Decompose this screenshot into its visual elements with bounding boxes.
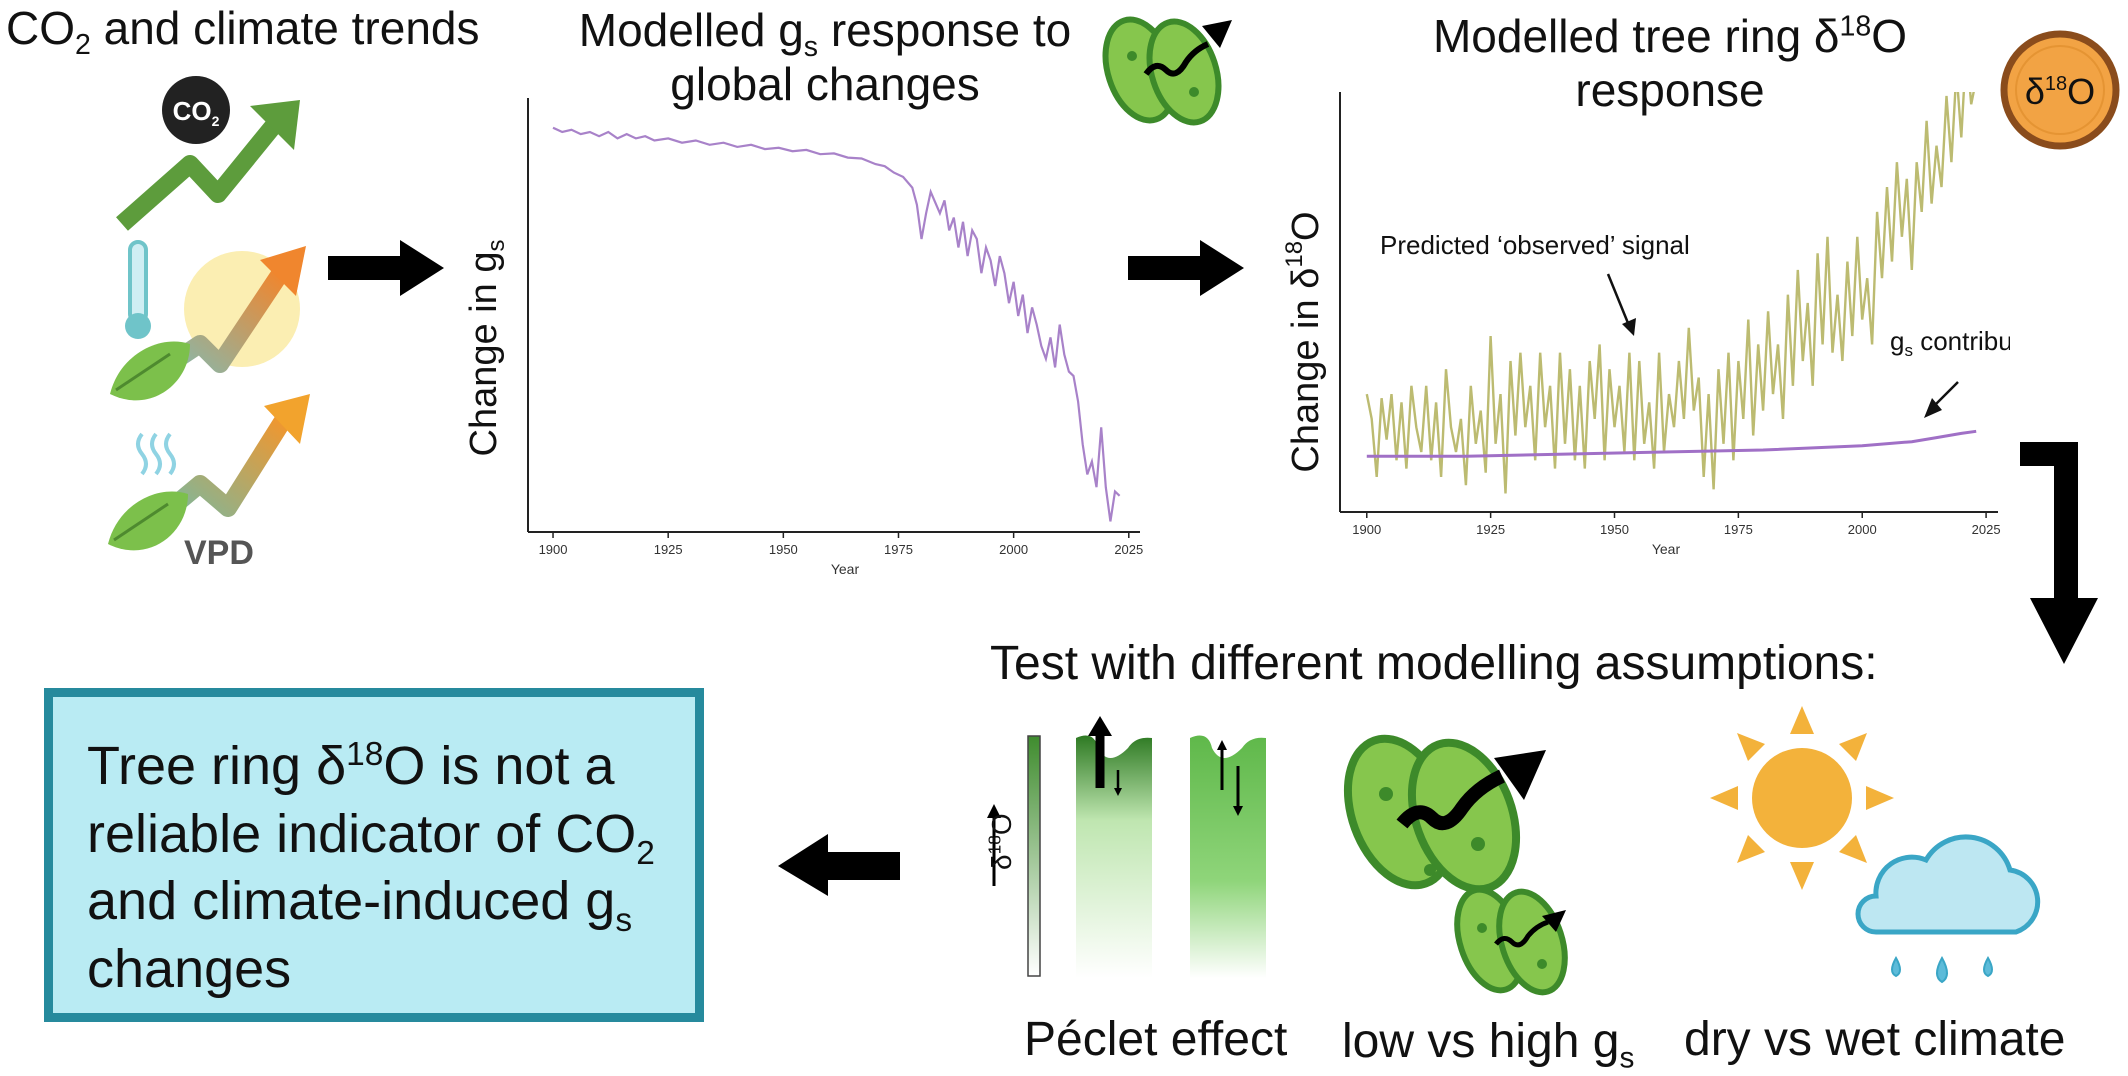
climate-label: dry vs wet climate [1684, 1013, 2066, 1066]
gs-chart-tick-label: 1925 [654, 542, 683, 557]
vpd-trend-icon: VPD [108, 394, 310, 572]
gs-chart-tick-label: 1900 [539, 542, 568, 557]
predicted-signal-annotation: Predicted ‘observed’ signal [1380, 230, 1690, 260]
gs-chart-xlabel: Year [831, 561, 860, 577]
peclet-label: Péclet effect [1024, 1013, 1288, 1066]
panel3-title: Modelled tree ring δ18O response [1432, 10, 1908, 116]
isotope-gradient-bar [1027, 735, 1041, 977]
svg-text:δ18O: δ18O [2025, 71, 2095, 112]
conclusion-line-3: and climate-induced gs [87, 871, 633, 939]
gs-contributions-annotation: gs contributions [1890, 326, 2010, 360]
tree-ring-icon: δ18O [2000, 30, 2120, 150]
peclet-axis-label: δ18O [984, 813, 1017, 870]
isotope-increase-arrow-icon [987, 804, 1001, 886]
arrow-down-icon [2020, 442, 2098, 664]
trend-icons: CO2 VPD [108, 76, 310, 572]
conclusion-line-1: Tree ring δ18O is not a [87, 736, 615, 796]
vpd-label: VPD [184, 534, 254, 572]
peclet-effect-diagram [1027, 716, 1266, 978]
gs-chart-ylabel: Change in gs [463, 240, 510, 457]
stomata-comparison-diagram [1343, 734, 1568, 996]
d18o-chart-tick-label: 2000 [1848, 522, 1877, 537]
stomata-open-icon [1102, 16, 1232, 126]
sun-icon [1710, 706, 1894, 890]
gs-chart-tick-label: 2025 [1114, 542, 1143, 557]
d18o-chart: Change in δ18O 1900 1925 1950 1975 2000 2025 … [1281, 92, 2010, 557]
arrow-right-icon [1128, 240, 1244, 296]
stomata-low-icon [1454, 886, 1568, 996]
gs-chart-tick-label: 1950 [769, 542, 798, 557]
panel2-title: Modelled gs response to global changes [578, 4, 1072, 110]
leaf-cell-icon [1190, 735, 1266, 978]
gs-chart-tick-label: 2000 [999, 542, 1028, 557]
climate-comparison-diagram [1710, 706, 2041, 984]
d18o-chart-ylabel: Change in δ18O [1281, 211, 1327, 472]
annotation-arrow-icon [1606, 273, 1632, 329]
co2-trend-icon: CO2 [116, 76, 300, 231]
temperature-trend-icon [110, 240, 306, 401]
svg-text:CO2: CO2 [173, 96, 220, 129]
gs-comparison-label: low vs high gs [1342, 1015, 1635, 1075]
test-panel-title: Test with different modelling assumption… [990, 637, 1878, 690]
arrow-left-icon [778, 834, 900, 896]
gs-chart-tick-label: 1975 [884, 542, 913, 557]
gs-contributions-line [1366, 429, 1977, 458]
arrow-right-icon [328, 240, 444, 296]
rain-cloud-icon [1855, 834, 2041, 984]
leaf-cell-icon [1076, 735, 1152, 978]
gs-modelled-line [552, 126, 1121, 522]
conclusion-line-2: reliable indicator of CO2 [87, 803, 655, 872]
stomata-high-icon [1343, 734, 1546, 894]
d18o-chart-xlabel: Year [1652, 541, 1681, 557]
d18o-chart-tick-label: 1975 [1724, 522, 1753, 537]
gs-chart: Change in gs 1900 1925 1950 1975 2000 2025 Ye… [463, 98, 1143, 577]
d18o-chart-tick-label: 1950 [1600, 522, 1629, 537]
panel1-title: CO2 and climate trends [6, 2, 480, 62]
conclusion-line-4: changes [87, 938, 292, 999]
d18o-chart-tick-label: 1925 [1476, 522, 1505, 537]
d18o-chart-tick-label: 2025 [1972, 522, 2001, 537]
d18o-chart-tick-label: 1900 [1352, 522, 1381, 537]
conclusion-box: Tree ring δ18O is not a reliable indicat… [44, 688, 704, 1022]
co2-badge-icon [162, 76, 230, 144]
predicted-observed-line [1365, 92, 1975, 494]
